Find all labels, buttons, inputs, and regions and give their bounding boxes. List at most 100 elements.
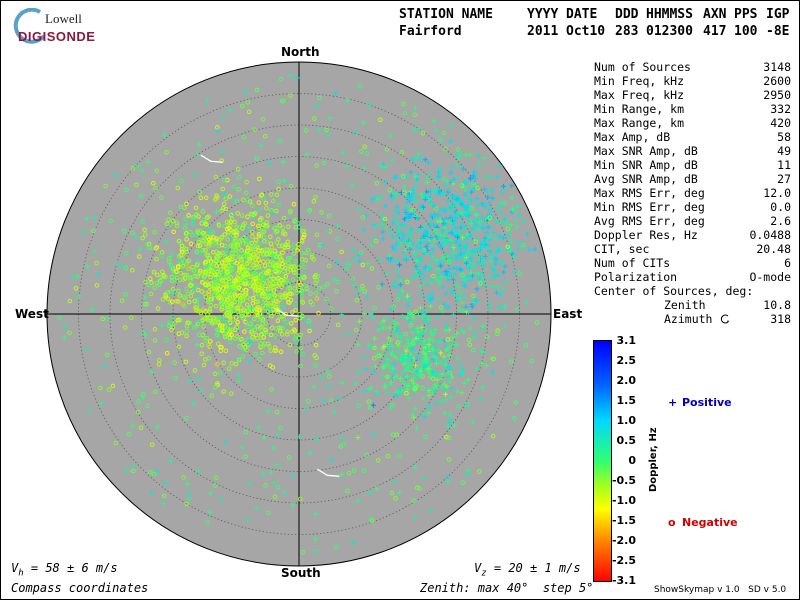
source-point-negative <box>260 350 265 356</box>
center-zenith-label: Zenith <box>664 298 706 312</box>
source-point-positive <box>469 273 475 279</box>
source-point-positive <box>470 300 476 306</box>
source-point-negative <box>239 213 245 218</box>
source-point-positive <box>340 149 346 155</box>
source-point-positive <box>489 187 495 193</box>
header-label-year: YYYY <box>527 7 559 22</box>
source-point-positive <box>446 352 452 358</box>
source-point-positive <box>448 194 454 200</box>
source-point-negative <box>361 468 367 473</box>
source-point-negative <box>164 350 170 356</box>
source-point-negative <box>147 470 153 475</box>
source-point-positive <box>446 363 452 369</box>
source-point-negative <box>211 249 216 255</box>
source-point-positive <box>417 332 423 338</box>
source-point-negative <box>207 309 212 314</box>
source-point-positive <box>459 327 465 333</box>
source-point-positive <box>405 383 411 389</box>
source-point-positive <box>493 235 499 241</box>
source-point-positive <box>412 250 418 256</box>
legend-positive-symbol: + <box>668 396 678 409</box>
source-point-negative <box>403 331 408 337</box>
source-point-negative <box>275 485 281 490</box>
source-point-positive <box>413 425 419 431</box>
source-point-negative <box>281 229 286 235</box>
source-point-negative <box>205 520 210 525</box>
source-point-positive <box>445 198 451 204</box>
source-point-positive <box>491 229 497 235</box>
source-point-negative <box>246 318 251 324</box>
source-point-positive <box>411 126 417 132</box>
source-point-positive <box>420 411 426 417</box>
source-point-negative <box>300 351 305 357</box>
source-point-positive <box>398 282 404 288</box>
source-point-negative <box>199 289 205 294</box>
source-point-negative <box>313 195 318 200</box>
source-point-positive <box>490 195 496 201</box>
source-point-negative <box>505 226 510 232</box>
stat-value: O-mode <box>749 270 791 284</box>
source-point-negative <box>345 488 350 494</box>
source-point-positive <box>385 357 391 363</box>
source-point-positive <box>413 269 419 275</box>
source-point-negative <box>184 249 189 255</box>
source-point-positive <box>485 273 491 279</box>
source-point-positive <box>484 230 490 236</box>
source-point-negative <box>237 301 242 306</box>
source-point-negative <box>267 262 273 267</box>
source-point-negative <box>123 291 128 297</box>
source-point-positive <box>469 226 475 232</box>
source-point-negative <box>253 261 259 266</box>
source-point-positive <box>443 269 449 275</box>
source-point-positive <box>425 293 431 299</box>
source-point-positive <box>484 283 490 289</box>
source-point-negative <box>268 234 273 239</box>
source-point-positive <box>456 243 462 249</box>
source-point-negative <box>288 93 293 98</box>
stat-label: Max RMS Err, deg <box>594 186 705 200</box>
source-point-negative <box>256 257 262 263</box>
source-point-positive <box>345 98 351 104</box>
source-point-negative <box>104 316 110 322</box>
source-point-negative <box>184 237 189 242</box>
source-point-positive <box>432 327 438 333</box>
velocity-arrow <box>276 308 299 317</box>
source-point-negative <box>171 229 176 235</box>
source-point-negative <box>280 225 286 231</box>
source-point-negative <box>273 305 279 310</box>
source-point-positive <box>388 306 394 312</box>
source-point-positive <box>445 304 451 310</box>
source-point-positive <box>412 464 418 470</box>
source-point-negative <box>206 343 211 348</box>
source-point-positive <box>379 222 385 228</box>
source-point-negative <box>170 314 175 319</box>
source-point-negative <box>274 192 280 198</box>
source-point-negative <box>239 305 244 310</box>
source-point-positive <box>380 229 386 235</box>
source-point-positive <box>431 237 437 243</box>
source-point-negative <box>185 264 190 269</box>
source-point-negative <box>196 332 202 337</box>
source-point-negative <box>273 333 278 339</box>
source-point-negative <box>232 237 237 243</box>
source-point-positive <box>414 177 420 183</box>
source-point-negative <box>240 264 245 270</box>
source-point-positive <box>514 224 520 230</box>
source-point-positive <box>396 389 402 395</box>
source-point-positive <box>407 246 413 252</box>
source-point-negative <box>309 252 315 257</box>
source-point-positive <box>444 228 450 234</box>
source-point-negative <box>235 320 240 325</box>
source-point-positive <box>459 370 465 376</box>
source-point-negative <box>293 225 299 230</box>
source-point-positive <box>397 293 403 299</box>
source-point-negative <box>224 265 230 271</box>
source-point-positive <box>408 235 414 241</box>
source-point-positive <box>372 364 378 370</box>
source-point-positive <box>430 188 436 194</box>
source-point-negative <box>356 403 361 408</box>
source-point-negative <box>260 303 266 308</box>
source-point-positive <box>462 224 468 230</box>
source-point-negative <box>258 220 263 225</box>
source-point-positive <box>433 175 439 181</box>
